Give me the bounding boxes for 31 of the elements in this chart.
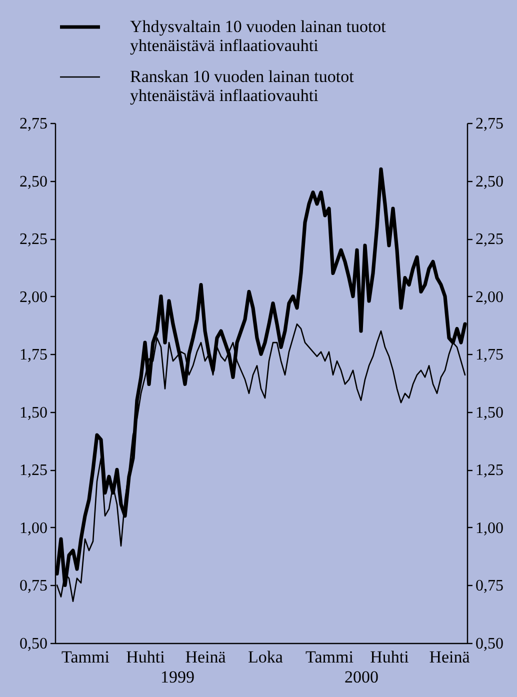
x-tick-label: Heinä xyxy=(429,648,470,666)
y2-tick-label: 1,75 xyxy=(476,346,504,364)
x-tick-label: 2000 xyxy=(344,668,378,686)
x-tick-label: Heinä xyxy=(185,648,226,666)
y2-tick-label: 0,75 xyxy=(476,578,504,595)
legend-label: Yhdysvaltain 10 vuoden lainan tuotot yhtenäistävä inflaatiovauhti xyxy=(130,17,386,55)
x-tick-label: Loka xyxy=(248,648,284,666)
x-tick-label: Tammi xyxy=(306,648,354,666)
y-tick-label: 2,25 xyxy=(20,231,48,248)
x-tick-label: 1999 xyxy=(160,668,194,686)
y-tick-label: 2,75 xyxy=(20,116,48,132)
y-tick-label: 1,75 xyxy=(20,346,48,364)
y-tick-label: 0,75 xyxy=(20,578,48,595)
x-tick-label: Huhti xyxy=(370,648,410,666)
y2-tick-label: 2,75 xyxy=(476,116,504,132)
y2-tick-label: 2,00 xyxy=(476,288,504,306)
y-tick-label: 1,25 xyxy=(20,462,48,480)
y-tick-label: 0,50 xyxy=(20,636,48,652)
legend-label: Ranskan 10 vuoden lainan tuotot yhtenäistävä inflaatiovauhti xyxy=(130,67,354,105)
y-tick-label: 1,00 xyxy=(20,520,48,537)
y-tick-label: 2,50 xyxy=(20,173,48,190)
x-tick-label: Huhti xyxy=(126,648,166,666)
y2-tick-label: 2,50 xyxy=(476,173,504,190)
y2-tick-label: 0,50 xyxy=(476,636,504,652)
y2-tick-label: 1,25 xyxy=(476,462,504,480)
y-tick-label: 1,50 xyxy=(20,404,48,422)
y-tick-label: 2,00 xyxy=(20,288,48,306)
y2-tick-label: 1,50 xyxy=(476,404,504,422)
y2-tick-label: 1,00 xyxy=(476,520,504,537)
y2-tick-label: 2,25 xyxy=(476,231,504,248)
x-tick-label: Tammi xyxy=(62,648,110,666)
